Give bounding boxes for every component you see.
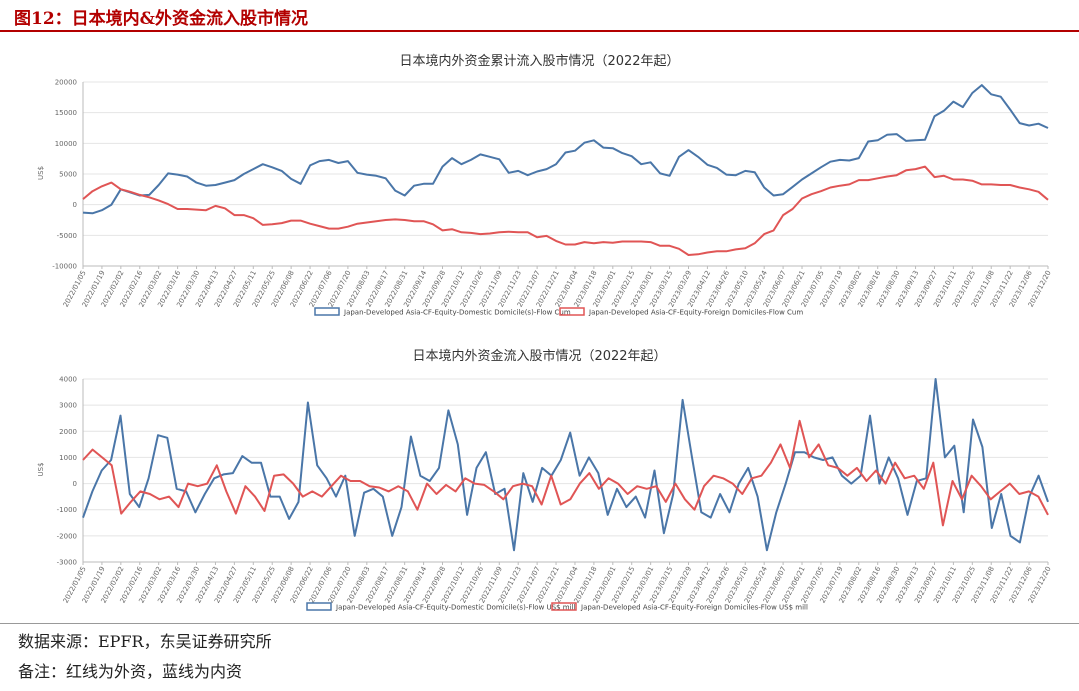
legend-label: Japan-Developed Asia-CF-Equity-Foreign D… [580,604,808,612]
legend-swatch [551,602,577,611]
series-line-foreign [82,419,1049,527]
legend-swatch [559,307,585,316]
y-tick-label: 3000 [59,402,77,410]
y-tick-label: 0 [73,480,77,488]
chart-2-title: 日本境内外资金流入股市情况（2022年起） [412,349,667,364]
legend-swatch [314,307,340,316]
series-line-foreign [82,165,1049,256]
notes-divider [0,623,1079,624]
y-tick-label: 15000 [55,109,77,117]
source-note: 数据来源：EPFR，东吴证券研究所 [18,632,272,651]
remark-note: 备注：红线为外资，蓝线为内资 [18,662,243,681]
y-tick-label: 2000 [59,428,77,436]
y-tick-label: 5000 [59,171,77,179]
legend-label: Japan-Developed Asia-CF-Equity-Domestic … [343,309,571,317]
y-axis-label: US$ [37,462,45,476]
legend-swatch [306,602,332,611]
chart-2: -3000-2000-100001000200030004000US$2022/… [37,376,1053,612]
chart-1: -10000-500005000100001500020000US$2022/0… [37,79,1053,317]
y-tick-label: 20000 [55,79,77,87]
y-tick-label: 1000 [59,454,77,462]
y-tick-label: 10000 [55,140,77,148]
y-tick-label: -10000 [52,263,77,271]
y-tick-label: -1000 [57,506,77,514]
y-tick-label: -5000 [57,232,77,240]
title-divider [0,30,1079,32]
y-tick-label: 0 [73,201,77,209]
y-axis-label: US$ [37,166,45,180]
y-tick-label: -2000 [57,532,77,540]
y-tick-label: 4000 [59,376,77,384]
series-line-domestic [82,378,1049,552]
figure-title: 图12：日本境内&外资金流入股市情况 [14,9,309,29]
y-tick-label: -3000 [57,559,77,567]
legend-label: Japan-Developed Asia-CF-Equity-Foreign D… [588,309,803,317]
series-line-domestic [82,84,1049,215]
legend-label: Japan-Developed Asia-CF-Equity-Domestic … [335,604,575,612]
chart-1-title: 日本境内外资金累计流入股市情况（2022年起） [399,54,680,69]
